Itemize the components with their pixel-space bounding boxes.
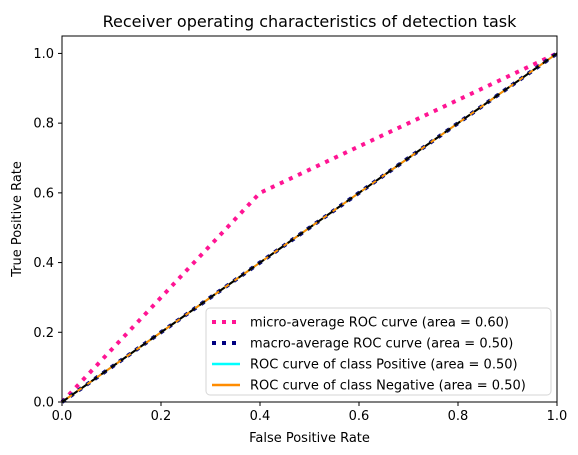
y-tick-label: 0.0	[33, 396, 54, 411]
legend-label-2: ROC curve of class Positive (area = 0.50…	[250, 358, 518, 373]
x-tick-label: 0.0	[52, 409, 73, 424]
legend-label-0: micro-average ROC curve (area = 0.60)	[250, 316, 509, 331]
x-axis-label: False Positive Rate	[249, 431, 370, 446]
legend-box	[205, 307, 552, 396]
y-axis-ticks: 0.0 0.2 0.4 0.6 0.8 1.0	[33, 47, 62, 411]
x-tick-label: 0.8	[448, 409, 469, 424]
plot-frame	[61, 35, 558, 403]
legend-label-3: ROC curve of class Negative (area = 0.50…	[250, 379, 526, 394]
y-tick-label: 1.0	[33, 47, 54, 62]
chart-title: Receiver operating characteristics of de…	[103, 12, 517, 31]
legend-items: micro-average ROC curve (area = 0.60) mac…	[212, 316, 526, 394]
reference-diagonal-line	[61, 52, 558, 403]
x-tick-label: 1.0	[547, 409, 568, 424]
y-tick-label: 0.4	[33, 256, 54, 271]
x-tick-label: 0.6	[349, 409, 370, 424]
x-axis-ticks: 0.0 0.2 0.4 0.6 0.8 1.0	[52, 402, 568, 424]
y-tick-label: 0.2	[33, 326, 54, 341]
series-layer	[60, 51, 559, 404]
y-axis-label: True Positive Rate	[10, 161, 25, 278]
x-tick-label: 0.2	[151, 409, 172, 424]
legend: micro-average ROC curve (area = 0.60) mac…	[205, 307, 552, 396]
y-tick-label: 0.6	[33, 186, 54, 201]
legend-label-1: macro-average ROC curve (area = 0.50)	[250, 337, 513, 352]
y-tick-label: 0.8	[33, 117, 54, 132]
x-tick-label: 0.4	[250, 409, 271, 424]
